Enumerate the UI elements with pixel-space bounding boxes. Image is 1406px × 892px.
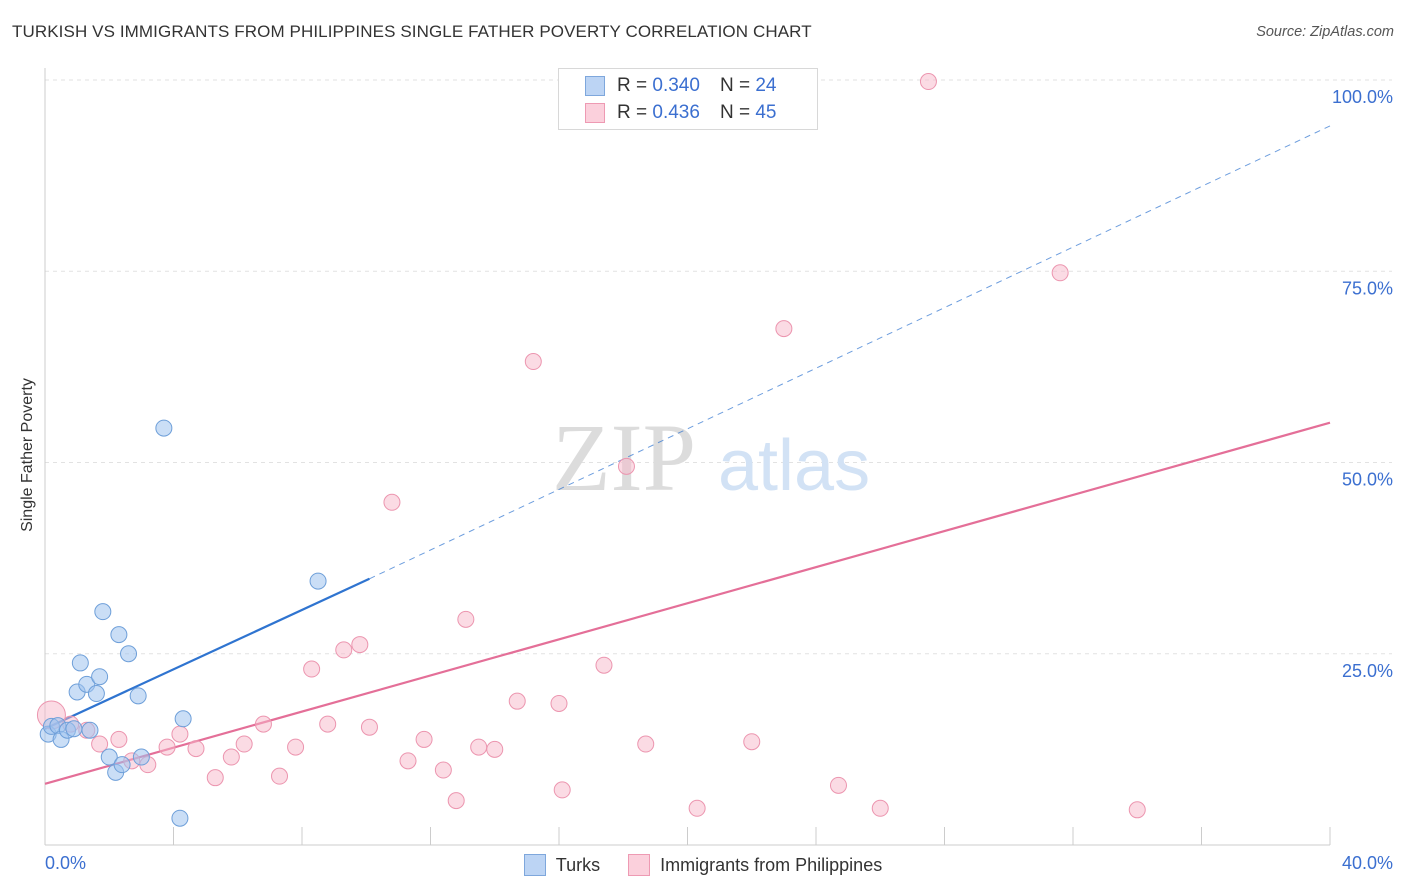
philippines-point (470, 738, 488, 756)
turks-point (120, 645, 138, 663)
philippines-point (235, 735, 253, 753)
turks-point (94, 603, 112, 621)
legend-row-philippines: R = 0.436 N = 45 (585, 101, 776, 125)
philippines-point (110, 730, 128, 748)
turks-point (100, 748, 118, 766)
turks-legend-label: Turks (555, 854, 601, 875)
philippines-point (486, 740, 504, 758)
turks-point (113, 756, 131, 774)
philippines-point (1051, 264, 1069, 282)
turks-point (174, 710, 192, 728)
source-label: Source: ZipAtlas.com (1256, 24, 1394, 40)
r-label: R = (617, 102, 648, 123)
x-tick-label: 0.0% (45, 853, 86, 873)
n-label: N = (719, 102, 751, 123)
n-label: N = (719, 75, 751, 96)
philippines-point (91, 735, 109, 753)
philippines-point (287, 738, 305, 756)
philippines-point (158, 738, 176, 756)
tick-labels: 25.0% 50.0% 75.0% 100.0% 0.0% 40.0% (45, 87, 1393, 873)
philippines-point (335, 641, 353, 659)
philippines-swatch (585, 103, 605, 123)
philippines-point (222, 748, 240, 766)
turks-point (171, 809, 189, 827)
philippines-point (206, 769, 224, 787)
turks-point (309, 572, 327, 590)
y-tick-label: 25.0% (1342, 661, 1393, 681)
philippines-point (919, 73, 937, 91)
chart-title: TURKISH VS IMMIGRANTS FROM PHILIPPINES S… (12, 22, 812, 41)
philippines-point (553, 781, 571, 799)
philippines-point (524, 353, 542, 371)
philippines-point (829, 776, 847, 794)
turks-point (155, 419, 173, 437)
x-tick-label: 40.0% (1342, 853, 1393, 873)
turks-legend-swatch (523, 854, 546, 876)
philippines-point (187, 740, 205, 758)
philippines-point (595, 656, 613, 674)
y-tick-label: 100.0% (1332, 87, 1393, 107)
y-tick-label: 75.0% (1342, 278, 1393, 298)
philippines-n-value: 45 (755, 102, 777, 123)
philippines-point (399, 752, 417, 770)
philippines-point (550, 694, 568, 712)
turks-point (81, 721, 99, 739)
watermark-zip: ZIP (552, 404, 696, 511)
philippines-point (383, 493, 401, 511)
watermark-atlas: atlas (718, 426, 870, 506)
legend-item-turks: Turks (523, 854, 601, 876)
philippines-r-value: 0.436 (652, 102, 700, 123)
turks-point (110, 626, 128, 644)
philippines-point (508, 692, 526, 710)
series-legend: Turks Immigrants from Philippines (0, 852, 1406, 878)
philippines-point (637, 735, 655, 753)
philippines-legend-swatch (628, 854, 651, 876)
turks-swatch (585, 76, 605, 96)
watermark: ZIP atlas (552, 404, 870, 511)
turks-n-value: 24 (755, 75, 777, 96)
philippines-point (1128, 801, 1146, 819)
philippines-point (871, 799, 889, 817)
philippines-point (743, 733, 761, 751)
philippines-point (688, 799, 706, 817)
philippines-point (171, 725, 189, 743)
philippines-point (617, 457, 635, 475)
philippines-point (447, 792, 465, 810)
turks-r-value: 0.340 (652, 75, 700, 96)
philippines-point (319, 715, 337, 733)
philippines-legend-label: Immigrants from Philippines (660, 854, 883, 875)
legend-item-philippines: Immigrants from Philippines (628, 854, 882, 876)
philippines-point (351, 636, 369, 654)
gridlines (45, 79, 1392, 655)
turks-point (129, 687, 147, 705)
turks-point (132, 748, 150, 766)
turks-point (71, 654, 89, 672)
philippines-point (271, 767, 289, 785)
y-tick-label: 50.0% (1342, 470, 1393, 490)
data-points (36, 73, 1146, 827)
philippines-point (457, 610, 475, 628)
turks-point (65, 720, 83, 738)
turks-trend-line (44, 577, 370, 730)
turks-point (91, 668, 109, 686)
turks-trend-extension (369, 125, 1331, 580)
philippines-point (415, 730, 433, 748)
philippines-point (434, 761, 452, 779)
philippines-point (303, 660, 321, 678)
stats-legend: R = 0.340 N = 24 R = 0.436 N = 45 (558, 68, 818, 130)
philippines-point (254, 715, 272, 733)
turks-point (87, 685, 105, 703)
r-label: R = (617, 75, 648, 96)
legend-row-turks: R = 0.340 N = 24 (585, 74, 776, 98)
philippines-point (775, 320, 793, 338)
philippines-point (360, 718, 378, 736)
